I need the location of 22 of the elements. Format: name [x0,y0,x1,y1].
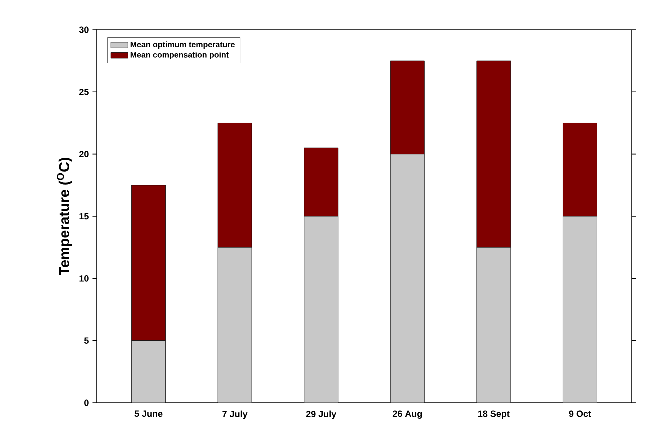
bar [390,154,425,403]
bar [132,340,166,403]
x-tick-label: 5 June [134,410,163,418]
x-tick-label: 18 Sept [478,410,510,419]
y-axis-title: Temperature ($^{O}$C) [57,158,72,276]
legend-label: Mean compensation point [130,52,229,60]
x-tick-label: 9 Oct [569,410,592,418]
y-tick-label: 10 [80,275,89,282]
x-tick-label: 26 Aug [392,410,422,419]
y-tick-label: 25 [80,88,89,96]
legend-label: Mean optimum temperature [130,42,235,50]
bar [304,216,339,403]
y-tick-label: 5 [84,338,89,344]
x-tick-label: 29 July [306,410,337,420]
y-tick-label: 20 [80,151,89,158]
y-tick-label: 30 [79,26,89,34]
bar [563,216,598,403]
y-tick-label: 15 [80,213,89,220]
x-tick-label: 7 July [222,410,248,420]
y-tick-label: 0 [84,400,89,406]
bar [218,247,252,403]
bar [476,247,512,403]
